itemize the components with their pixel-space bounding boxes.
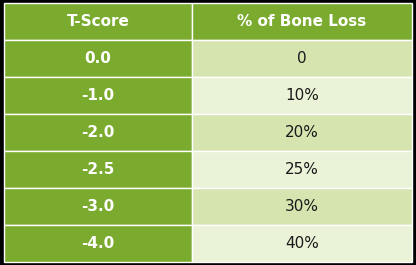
Text: T-Score: T-Score [67,14,129,29]
Text: -2.5: -2.5 [81,162,115,177]
Bar [4,40,192,77]
Text: 20%: 20% [285,125,319,140]
Text: -1.0: -1.0 [82,88,114,103]
Bar [192,40,412,77]
Bar [192,114,412,151]
Text: 0.0: 0.0 [84,51,111,66]
Bar [4,188,192,225]
Bar [4,225,192,262]
Text: 40%: 40% [285,236,319,251]
Bar [192,77,412,114]
Bar [192,225,412,262]
Bar [4,3,192,40]
Bar [192,151,412,188]
Text: 30%: 30% [285,199,319,214]
Bar [4,114,192,151]
Text: -3.0: -3.0 [81,199,114,214]
Text: 0: 0 [297,51,307,66]
Text: % of Bone Loss: % of Bone Loss [237,14,366,29]
Bar [4,77,192,114]
Text: -4.0: -4.0 [81,236,114,251]
Text: 25%: 25% [285,162,319,177]
Text: -2.0: -2.0 [81,125,115,140]
Bar [192,3,412,40]
Bar [192,188,412,225]
Text: 10%: 10% [285,88,319,103]
Bar [4,151,192,188]
